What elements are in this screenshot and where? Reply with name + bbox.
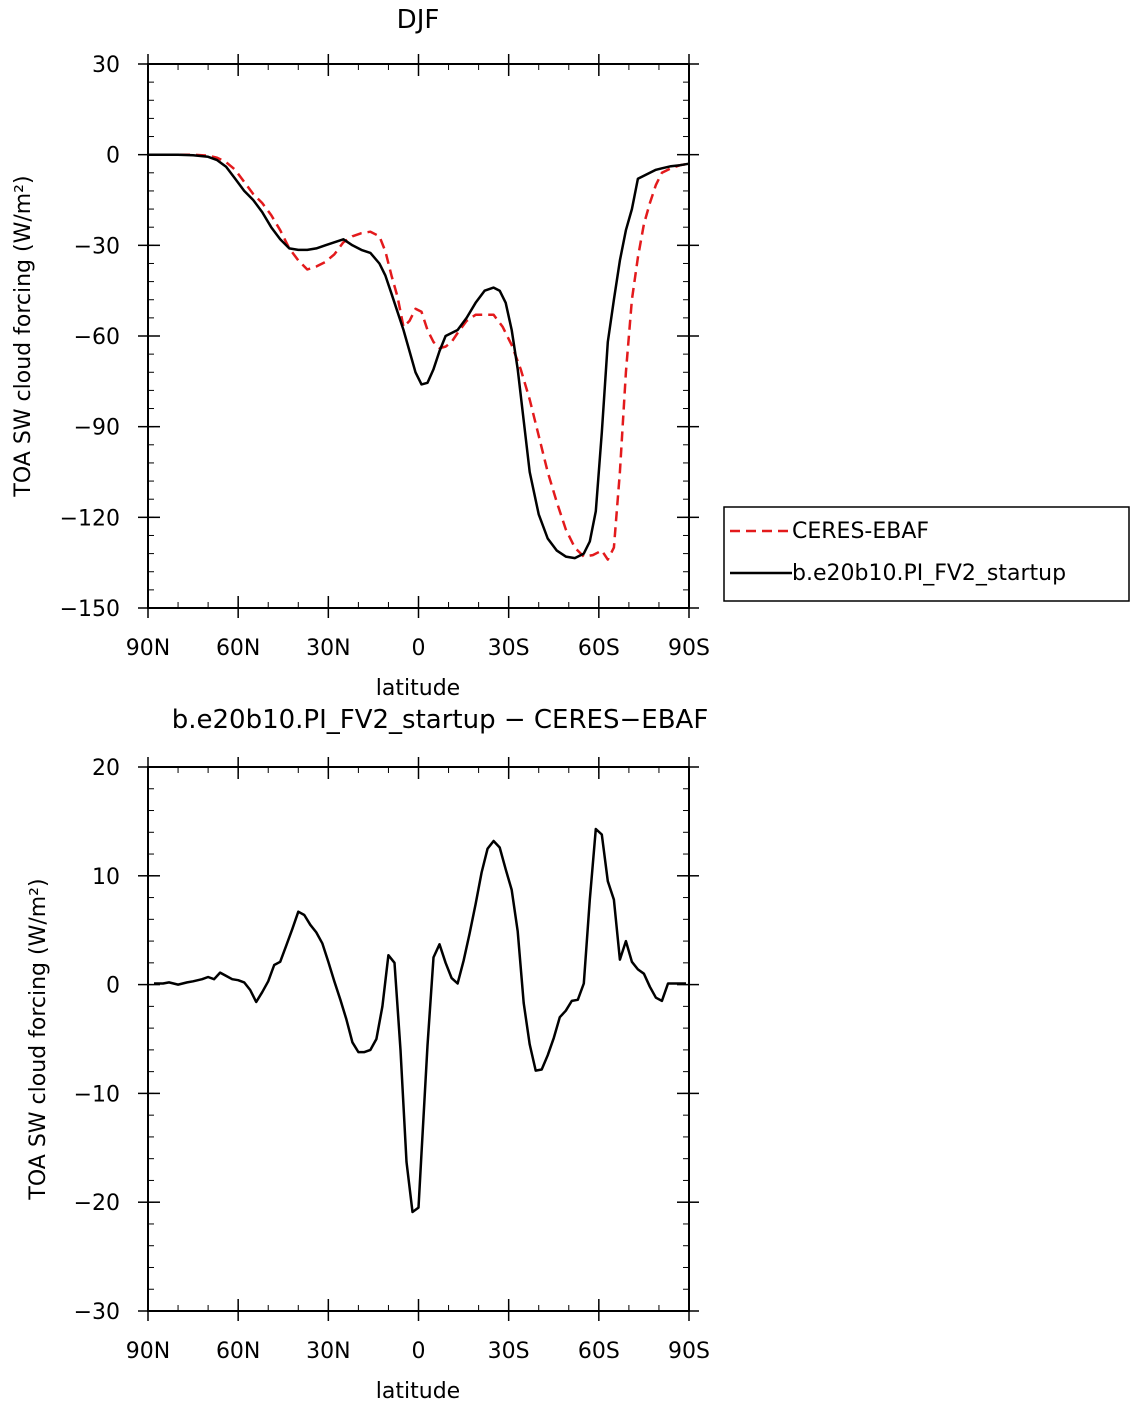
y-tick-label: −20 [74, 1191, 120, 1216]
legend: CERES-EBAF b.e20b10.PI_FV2_startup [723, 506, 1130, 602]
y-tick-labels: 20 10 0 −10 −20 −30 [74, 756, 120, 1325]
legend-label-model: b.e20b10.PI_FV2_startup [792, 561, 1066, 586]
legend-box [723, 506, 1130, 602]
y-tick-label: −10 [74, 1082, 120, 1107]
x-tick-label: 30S [488, 636, 530, 661]
panel-title: DJF [397, 5, 440, 35]
y-tick-label: 20 [92, 756, 120, 781]
series-line-b-e20b10-pi-fv2-startup [148, 153, 690, 560]
tick-marks [138, 757, 699, 1321]
x-tick-label: 30N [306, 636, 350, 661]
series-line-difference [154, 827, 686, 1214]
x-tick-label: 90N [126, 1339, 170, 1364]
x-tick-label: 60N [216, 636, 260, 661]
x-tick-label: 30N [306, 1339, 350, 1364]
y-tick-label: −30 [74, 1300, 120, 1325]
panel-title: b.e20b10.PI_FV2_startup − CERES−EBAF [172, 705, 709, 735]
x-axis-title: latitude [376, 676, 460, 701]
x-axis-title: latitude [376, 1379, 460, 1404]
y-tick-label: −60 [74, 325, 120, 350]
plot-frame [147, 63, 690, 609]
mean-panel: DJF 30 0 −30 −60 −90 −120 −150 90N 60N 30N 0 30S 60… [11, 5, 1130, 701]
x-tick-label: 60S [578, 636, 620, 661]
series-line-ceres-ebaf [148, 153, 690, 561]
legend-label-ceres: CERES-EBAF [792, 519, 929, 544]
data-series [148, 153, 690, 561]
y-tick-labels: 30 0 −30 −60 −90 −120 −150 [60, 53, 120, 622]
x-tick-label: 60N [216, 1339, 260, 1364]
y-tick-label: 0 [106, 974, 120, 999]
y-tick-label: 0 [106, 144, 120, 169]
y-tick-label: 10 [92, 865, 120, 890]
x-tick-label: 0 [412, 1339, 426, 1364]
x-tick-label: 60S [578, 1339, 620, 1364]
plot-frame [147, 766, 690, 1312]
y-tick-label: −150 [60, 597, 120, 622]
y-tick-label: 30 [92, 53, 120, 78]
x-tick-label: 30S [488, 1339, 530, 1364]
x-tick-label: 90N [126, 636, 170, 661]
x-tick-label: 0 [412, 636, 426, 661]
x-tick-label: 90S [668, 636, 710, 661]
y-tick-label: −120 [60, 506, 120, 531]
x-tick-label: 90S [668, 1339, 710, 1364]
x-tick-labels: 90N 60N 30N 0 30S 60S 90S [126, 1339, 710, 1364]
difference-panel: b.e20b10.PI_FV2_startup − CERES−EBAF 20 1… [26, 705, 710, 1404]
x-tick-labels: 90N 60N 30N 0 30S 60S 90S [126, 636, 710, 661]
y-axis-title: TOA SW cloud forcing (W/m²) [11, 175, 36, 497]
y-tick-label: −30 [74, 234, 120, 259]
data-series [154, 827, 686, 1214]
y-axis-title: TOA SW cloud forcing (W/m²) [26, 878, 51, 1200]
y-tick-label: −90 [74, 416, 120, 441]
